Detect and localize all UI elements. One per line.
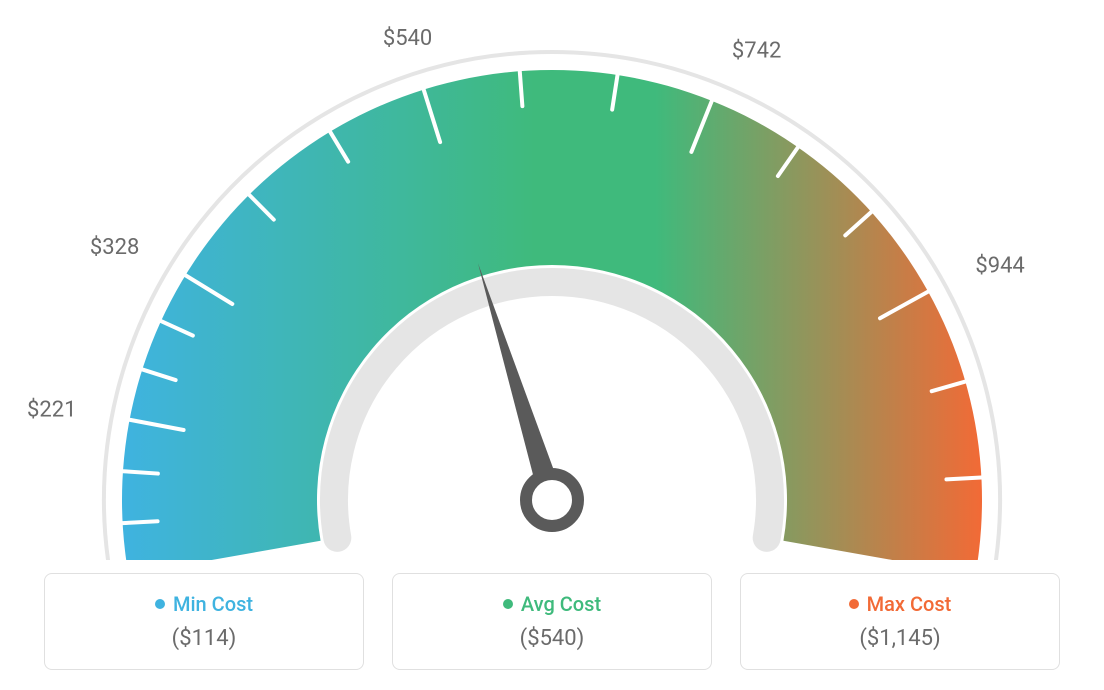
legend-value-avg: ($540)	[405, 626, 699, 651]
legend-label-avg: Avg Cost	[405, 592, 699, 616]
legend-label-max: Max Cost	[753, 592, 1047, 616]
minor-tick	[123, 521, 158, 523]
tick-label: $328	[90, 235, 139, 260]
tick-label: $944	[975, 253, 1024, 278]
minor-tick	[946, 478, 981, 480]
legend-row: Min Cost ($114) Avg Cost ($540) Max Cost…	[0, 573, 1104, 670]
legend-value-min: ($114)	[57, 626, 351, 651]
legend-dot-avg	[503, 599, 513, 609]
minor-tick	[520, 71, 523, 106]
tick-label: $742	[732, 39, 781, 64]
legend-value-max: ($1,145)	[753, 626, 1047, 651]
legend-dot-min	[155, 599, 165, 609]
needle	[478, 263, 563, 503]
legend-label-max-text: Max Cost	[867, 592, 952, 616]
tick-label: $540	[383, 26, 432, 51]
legend-label-avg-text: Avg Cost	[521, 592, 601, 616]
minor-tick	[123, 471, 158, 473]
legend-label-min: Min Cost	[57, 592, 351, 616]
gauge-chart: $114$221$328$540$742$944$1,145	[0, 0, 1104, 560]
legend-card-min: Min Cost ($114)	[44, 573, 364, 670]
needle-hub	[526, 474, 578, 526]
gauge-svg: $114$221$328$540$742$944$1,145	[0, 0, 1104, 560]
tick-label: $221	[27, 398, 76, 423]
legend-card-max: Max Cost ($1,145)	[740, 573, 1060, 670]
legend-card-avg: Avg Cost ($540)	[392, 573, 712, 670]
legend-label-min-text: Min Cost	[173, 592, 253, 616]
legend-dot-max	[849, 599, 859, 609]
